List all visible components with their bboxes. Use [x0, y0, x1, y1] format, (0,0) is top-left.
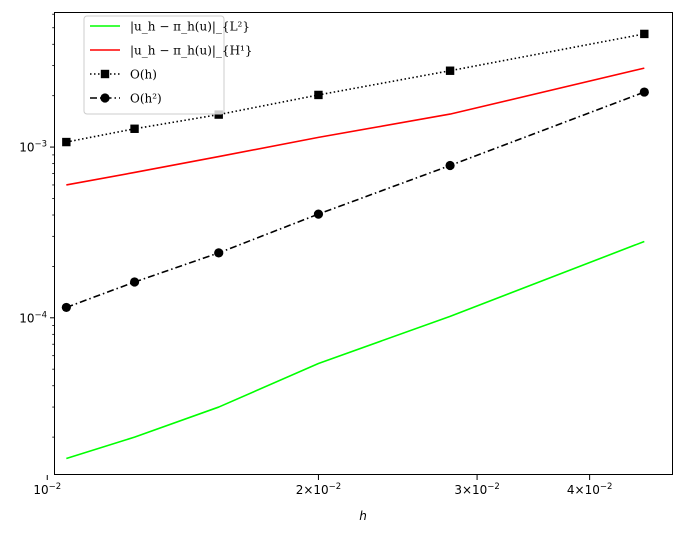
legend-entry-4: O(h²)	[90, 92, 162, 106]
y-tick-label: 10−3	[19, 140, 47, 155]
x-axis-label: h	[359, 509, 367, 523]
legend-label: O(h²)	[130, 92, 162, 106]
legend-marker	[100, 93, 110, 103]
data-point	[130, 124, 139, 133]
y-axis-ticks: 10−4 10−3	[19, 13, 55, 438]
x-tick-label: 4×10−2	[567, 482, 613, 497]
legend-entry-1: |u_h − π_h(u)|_{L²}	[90, 20, 250, 34]
legend-label: O(h)	[130, 68, 157, 82]
legend-items: |u_h − π_h(u)|_{L²} |u_h − π_h(u)|_{H¹} O(…	[90, 20, 252, 106]
series-line-1	[66, 240, 645, 460]
x-axis-ticks: 10−2 2×10−2 3×10−2 4×10−2	[33, 475, 612, 497]
series-4	[61, 87, 649, 313]
series-line-2	[66, 67, 645, 186]
legend-box	[83, 15, 225, 115]
legend-marker	[100, 69, 110, 79]
x-tick-label: 2×10−2	[296, 482, 342, 497]
data-point	[61, 302, 71, 313]
data-point	[214, 110, 223, 119]
data-point	[62, 137, 71, 147]
series-3	[62, 29, 649, 147]
x-tick-label: 3×10−2	[454, 482, 500, 497]
x-tick-label: 10−2	[33, 482, 61, 497]
data-point	[214, 248, 224, 258]
series-layer	[61, 29, 649, 460]
data-point	[313, 209, 324, 219]
data-point	[445, 160, 455, 171]
data-point	[445, 66, 455, 75]
data-point	[640, 29, 649, 39]
legend-entry-2: |u_h − π_h(u)|_{H¹}	[90, 44, 252, 58]
series-line-4	[66, 91, 645, 309]
legend-label: |u_h − π_h(u)|_{L²}	[130, 20, 250, 34]
data-point	[129, 277, 140, 287]
series-2	[66, 67, 645, 186]
data-point	[639, 87, 649, 97]
legend-entry-3: O(h)	[90, 68, 157, 82]
plot-area-frame	[54, 12, 673, 475]
data-point	[314, 90, 323, 100]
legend-label: |u_h − π_h(u)|_{H¹}	[130, 44, 252, 58]
legend: |u_h − π_h(u)|_{L²} |u_h − π_h(u)|_{H¹} O(…	[83, 15, 252, 115]
series-1	[66, 240, 645, 460]
y-tick-label: 10−4	[19, 310, 47, 325]
